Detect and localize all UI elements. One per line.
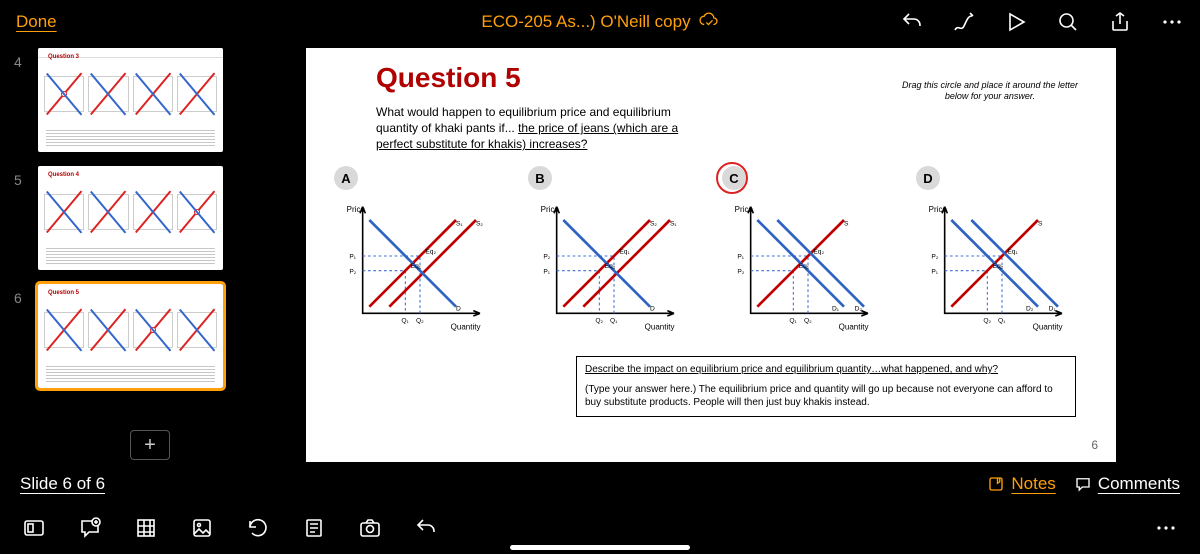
slide-thumbnails-panel: 4 Question 3 5 Question 4 6 Question 5	[0, 44, 300, 466]
svg-text:Eq₁: Eq₁	[411, 263, 422, 270]
slide-thumbnail[interactable]: Question 5	[38, 284, 223, 388]
svg-text:Eq₂: Eq₂	[425, 248, 436, 255]
graph-option-b[interactable]: B Eq₁ Eq₂ P₂ P₁ Q₁ Q₂ S₁ S₂ D Price Quantity	[526, 166, 702, 336]
econ-graph: Eq₁ Eq₂ P₂ P₁ Q₁ Q₂ S₁ S₂ D Price Quantity	[332, 196, 508, 336]
graph-letter: A	[334, 166, 358, 190]
sync-status-icon	[699, 12, 719, 32]
search-button[interactable]	[1056, 10, 1080, 34]
notes-button[interactable]: Notes	[987, 474, 1055, 494]
svg-text:P₁: P₁	[737, 254, 744, 261]
svg-text:S: S	[1038, 220, 1043, 227]
slide-thumbnail[interactable]: Question 3	[38, 48, 223, 152]
graph-letter: D	[916, 166, 940, 190]
econ-graph: Eq₁ Eq₂ P₂ P₁ Q₁ Q₂ S D₁ D₂ Price Quantity	[914, 196, 1090, 336]
image-button[interactable]	[190, 516, 214, 540]
reset-button[interactable]	[246, 516, 270, 540]
svg-text:D₂: D₂	[1026, 306, 1034, 313]
home-indicator[interactable]	[510, 545, 690, 550]
svg-text:Quantity: Quantity	[839, 322, 869, 331]
answer-box[interactable]: Describe the impact on equilibrium price…	[576, 356, 1076, 417]
camera-button[interactable]	[358, 516, 382, 540]
svg-text:Q₂: Q₂	[416, 318, 424, 325]
svg-text:S₂: S₂	[476, 220, 483, 227]
svg-text:S₂: S₂	[650, 220, 657, 227]
svg-text:D₁: D₁	[1049, 306, 1057, 313]
svg-text:Quantity: Quantity	[1033, 322, 1063, 331]
svg-text:Q₁: Q₁	[610, 318, 618, 325]
svg-text:P₁: P₁	[931, 268, 938, 275]
svg-text:P₁: P₁	[349, 254, 356, 261]
svg-text:Eq₁: Eq₁	[1007, 248, 1018, 255]
svg-text:S₁: S₁	[670, 220, 677, 227]
undo-bottom-button[interactable]	[414, 516, 438, 540]
svg-text:D₂: D₂	[855, 306, 863, 313]
layout-button[interactable]	[22, 516, 46, 540]
play-button[interactable]	[1004, 10, 1028, 34]
graph-letter: B	[528, 166, 552, 190]
svg-text:Q₂: Q₂	[983, 318, 991, 325]
svg-text:S: S	[844, 220, 849, 227]
svg-text:P₁: P₁	[543, 268, 550, 275]
svg-text:Q₁: Q₁	[998, 318, 1006, 325]
svg-text:Q₂: Q₂	[595, 318, 603, 325]
table-button[interactable]	[134, 516, 158, 540]
svg-text:D₁: D₁	[832, 306, 840, 313]
svg-text:Eq₂: Eq₂	[605, 263, 616, 270]
svg-text:Price: Price	[541, 205, 560, 214]
svg-text:P₂: P₂	[931, 254, 938, 261]
more-bottom-button[interactable]	[1154, 516, 1178, 540]
share-button[interactable]	[1108, 10, 1132, 34]
svg-text:Q₂: Q₂	[804, 318, 812, 325]
slide-page-number: 6	[1091, 438, 1098, 452]
thumb-number: 6	[14, 290, 22, 306]
svg-text:Q₁: Q₁	[401, 318, 409, 325]
answer-ring[interactable]	[716, 162, 748, 194]
svg-text:Eq₂: Eq₂	[813, 248, 824, 255]
thumb-number: 4	[14, 54, 22, 70]
svg-text:Price: Price	[929, 205, 948, 214]
svg-text:P₂: P₂	[349, 268, 356, 275]
svg-text:Eq₁: Eq₁	[619, 248, 630, 255]
graph-option-d[interactable]: D Eq₁ Eq₂ P₂ P₁ Q₁ Q₂ S D₁ D₂ Price Quantity	[914, 166, 1090, 336]
svg-text:Eq₁: Eq₁	[799, 263, 810, 270]
svg-text:P₂: P₂	[737, 268, 744, 275]
slide-thumbnail[interactable]: Question 4	[38, 166, 223, 270]
graph-option-a[interactable]: A Eq₁ Eq₂ P₂ P₁ Q₁ Q₂ S₁ S₂ D Price Quantity	[332, 166, 508, 336]
add-comment-button[interactable]	[78, 516, 102, 540]
econ-graph: Eq₁ Eq₂ P₂ P₁ Q₁ Q₂ S₁ S₂ D Price Quantity	[526, 196, 702, 336]
draw-button[interactable]	[952, 10, 976, 34]
graph-option-c[interactable]: C Eq₁Eq₂P₂P₁Q₁Q₂SD₁D₂ Price Quantity	[720, 166, 896, 336]
comments-button[interactable]: Comments	[1074, 474, 1180, 494]
svg-text:Eq₂: Eq₂	[993, 263, 1004, 270]
more-button[interactable]	[1160, 10, 1184, 34]
document-title[interactable]: ECO-205 As...) O'Neill copy	[481, 12, 690, 32]
drag-instruction: Drag this circle and place it around the…	[900, 80, 1080, 102]
add-slide-button[interactable]: +	[130, 430, 170, 460]
svg-text:D: D	[650, 306, 655, 313]
list-button[interactable]	[302, 516, 326, 540]
slide-counter: Slide 6 of 6	[20, 474, 105, 494]
answer-header: Describe the impact on equilibrium price…	[585, 363, 1067, 377]
svg-text:Price: Price	[735, 205, 754, 214]
answer-body: (Type your answer here.) The equilibrium…	[585, 384, 1053, 409]
svg-text:Quantity: Quantity	[451, 322, 481, 331]
svg-text:Price: Price	[347, 205, 366, 214]
slide-canvas[interactable]: Question 5 Drag this circle and place it…	[306, 48, 1116, 462]
done-button[interactable]: Done	[16, 12, 57, 32]
undo-button[interactable]	[900, 10, 924, 34]
question-prompt: What would happen to equilibrium price a…	[376, 104, 716, 153]
svg-text:D: D	[456, 306, 461, 313]
thumb-number: 5	[14, 172, 22, 188]
svg-text:P₂: P₂	[543, 254, 550, 261]
svg-text:Quantity: Quantity	[645, 322, 675, 331]
econ-graph: Eq₁ Eq₂ P₂ P₁ Q₁ Q₂ S D₁ D₂ Price Quantity	[720, 196, 896, 336]
svg-text:S₁: S₁	[456, 220, 463, 227]
svg-text:Q₁: Q₁	[789, 318, 797, 325]
slide-title: Question 5	[376, 62, 521, 94]
